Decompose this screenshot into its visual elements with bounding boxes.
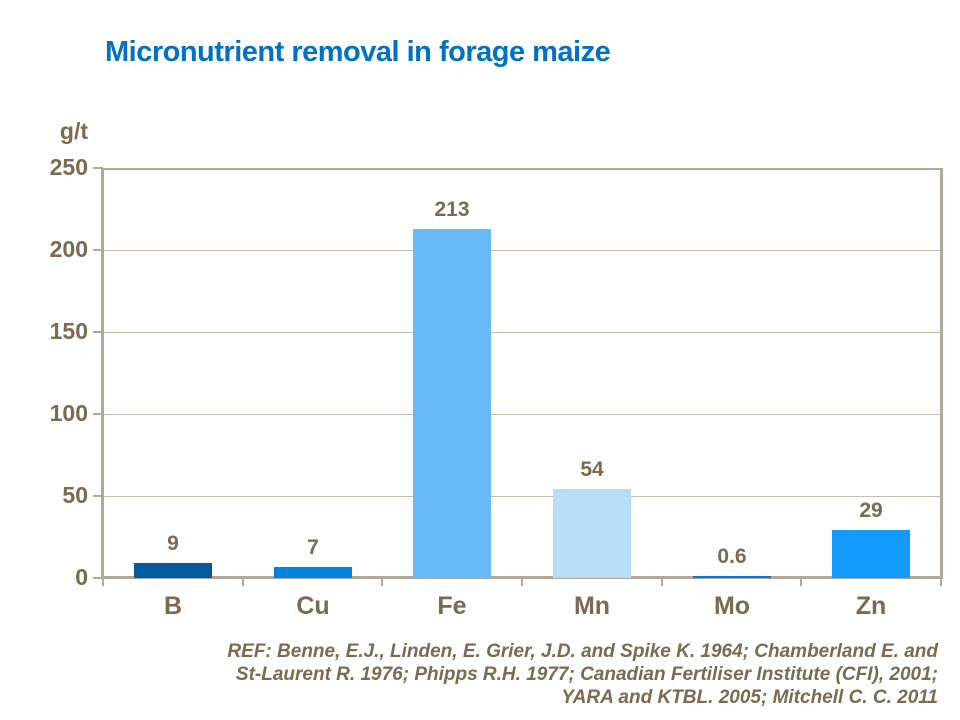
bar-Fe [413,229,491,578]
plot-border-top [103,168,941,170]
reference-text: REF: Benne, E.J., Linden, E. Grier, J.D.… [78,640,938,709]
y-tick-label: 150 [49,318,88,344]
bar-Mo [693,576,771,578]
bar-value-label: 213 [434,198,470,221]
bar-value-label: 29 [859,499,883,522]
y-tick-label: 50 [62,482,88,508]
bar-Zn [832,530,910,578]
bar-value-label: 54 [580,458,604,481]
x-axis-tick [521,579,523,586]
bar-B [134,563,212,578]
y-axis-tick [93,577,103,579]
x-axis-line [101,576,943,579]
y-axis-tick [93,249,103,251]
category-label: Mn [573,592,611,620]
y-axis-unit-label: g/t [59,118,88,144]
x-axis-tick [940,579,942,586]
gridline [103,332,941,333]
y-axis-tick [93,495,103,497]
category-label: B [163,592,183,620]
x-axis-tick [242,579,244,586]
category-label: Fe [437,592,467,620]
y-axis-line [101,168,104,578]
reference-line-2: St-Laurent R. 1976; Phipps R.H. 1977; Ca… [235,664,938,685]
category-label: Mo [713,592,751,620]
x-axis-tick [102,579,104,586]
reference-line-1: REF: Benne, E.J., Linden, E. Grier, J.D.… [227,641,938,662]
category-label: Zn [855,592,887,620]
bar-value-label: 9 [167,532,179,555]
plot-border-right [940,168,943,578]
x-axis-tick [381,579,383,586]
y-tick-label: 100 [49,400,88,426]
y-tick-label: 200 [49,236,88,262]
gridline [103,414,941,415]
category-label: Cu [296,592,330,620]
bar-value-label: 7 [307,536,319,559]
chart-title: Micronutrient removal in forage maize [105,36,611,68]
gridline [103,496,941,497]
y-tick-label: 250 [49,154,88,180]
bar-Cu [274,567,352,578]
bar-Mn [553,489,631,578]
y-axis-tick [93,331,103,333]
bar-value-label: 0.6 [717,545,747,568]
y-tick-label: 0 [75,564,88,590]
x-axis-tick [661,579,663,586]
y-axis-tick [93,167,103,169]
y-axis-tick [93,413,103,415]
x-axis-tick [800,579,802,586]
reference-line-3: YARA and KTBL. 2005; Mitchell C. C. 2011 [561,687,938,708]
gridline [103,250,941,251]
